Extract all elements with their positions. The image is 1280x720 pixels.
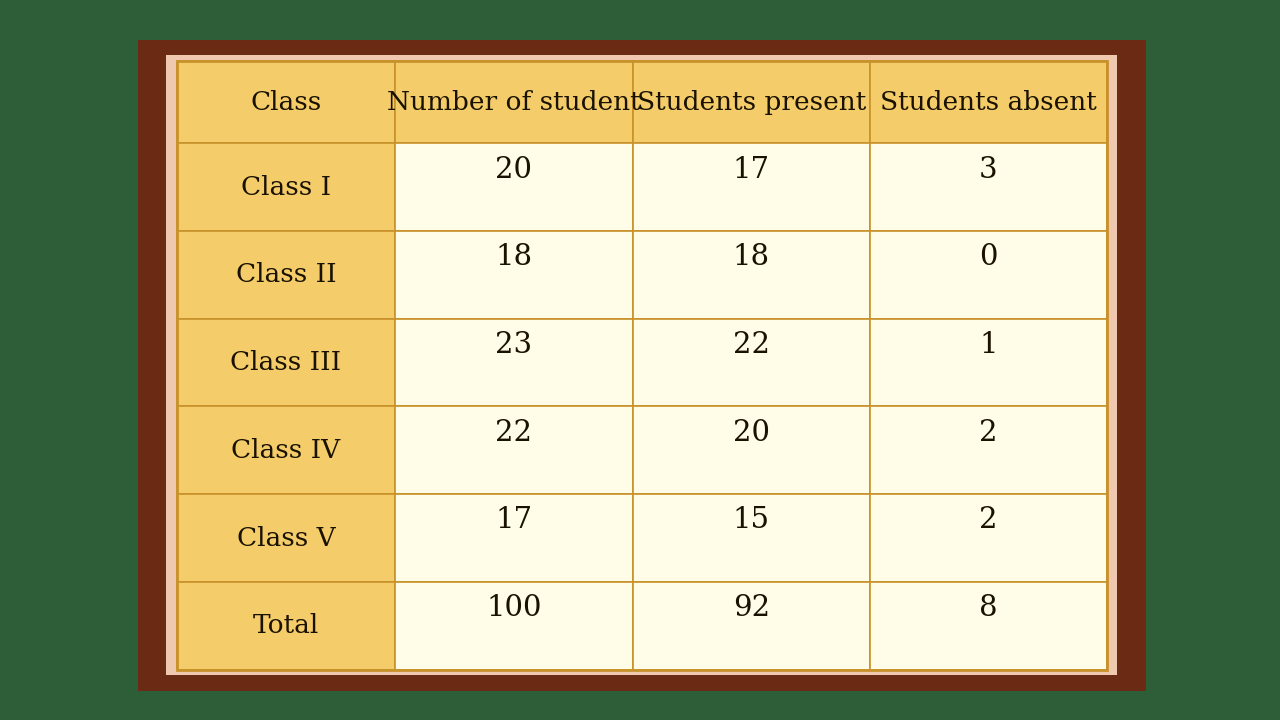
Bar bbox=[396, 61, 632, 143]
Text: Class II: Class II bbox=[236, 262, 337, 287]
Text: 1: 1 bbox=[979, 331, 998, 359]
Bar bbox=[177, 582, 396, 670]
Bar bbox=[632, 143, 870, 231]
Bar bbox=[870, 61, 1107, 143]
Bar bbox=[177, 231, 396, 319]
Bar bbox=[396, 494, 632, 582]
Bar bbox=[632, 319, 870, 407]
Text: Class I: Class I bbox=[241, 175, 332, 199]
Text: Total: Total bbox=[253, 613, 319, 638]
Bar bbox=[870, 407, 1107, 494]
Bar bbox=[870, 231, 1107, 319]
Text: 20: 20 bbox=[495, 156, 532, 184]
Bar bbox=[870, 582, 1107, 670]
Bar bbox=[177, 494, 396, 582]
Bar bbox=[177, 143, 396, 231]
Bar bbox=[396, 143, 632, 231]
Bar bbox=[138, 40, 1146, 691]
Text: Class III: Class III bbox=[230, 350, 342, 375]
Text: 3: 3 bbox=[979, 156, 998, 184]
Bar bbox=[177, 61, 1107, 670]
Bar bbox=[396, 319, 632, 407]
Text: 20: 20 bbox=[732, 419, 769, 447]
Text: 18: 18 bbox=[732, 243, 769, 271]
Text: Class V: Class V bbox=[237, 526, 335, 551]
Bar bbox=[166, 55, 1117, 675]
Bar bbox=[177, 61, 396, 143]
Text: 23: 23 bbox=[495, 331, 532, 359]
Text: 22: 22 bbox=[495, 419, 532, 447]
Text: 15: 15 bbox=[732, 506, 769, 534]
Text: 0: 0 bbox=[979, 243, 998, 271]
Bar bbox=[870, 143, 1107, 231]
Text: 22: 22 bbox=[732, 331, 769, 359]
Bar bbox=[632, 231, 870, 319]
Bar bbox=[396, 231, 632, 319]
Bar bbox=[177, 319, 396, 407]
Text: Students present: Students present bbox=[636, 90, 865, 114]
Bar bbox=[870, 494, 1107, 582]
Text: 8: 8 bbox=[979, 594, 998, 622]
Text: 18: 18 bbox=[495, 243, 532, 271]
Text: Class IV: Class IV bbox=[232, 438, 340, 463]
Text: 2: 2 bbox=[979, 419, 998, 447]
Text: 2: 2 bbox=[979, 506, 998, 534]
Text: 17: 17 bbox=[732, 156, 769, 184]
Bar bbox=[632, 582, 870, 670]
Bar bbox=[632, 407, 870, 494]
Bar bbox=[870, 319, 1107, 407]
Text: Students absent: Students absent bbox=[881, 90, 1097, 114]
Text: 17: 17 bbox=[495, 506, 532, 534]
Bar bbox=[396, 582, 632, 670]
Bar bbox=[177, 407, 396, 494]
Text: 100: 100 bbox=[486, 594, 541, 622]
Bar bbox=[396, 407, 632, 494]
Text: Number of student: Number of student bbox=[387, 90, 641, 114]
Text: 92: 92 bbox=[732, 594, 769, 622]
Text: Class: Class bbox=[251, 90, 321, 114]
Bar bbox=[177, 61, 1107, 670]
Bar bbox=[632, 494, 870, 582]
Bar bbox=[632, 61, 870, 143]
